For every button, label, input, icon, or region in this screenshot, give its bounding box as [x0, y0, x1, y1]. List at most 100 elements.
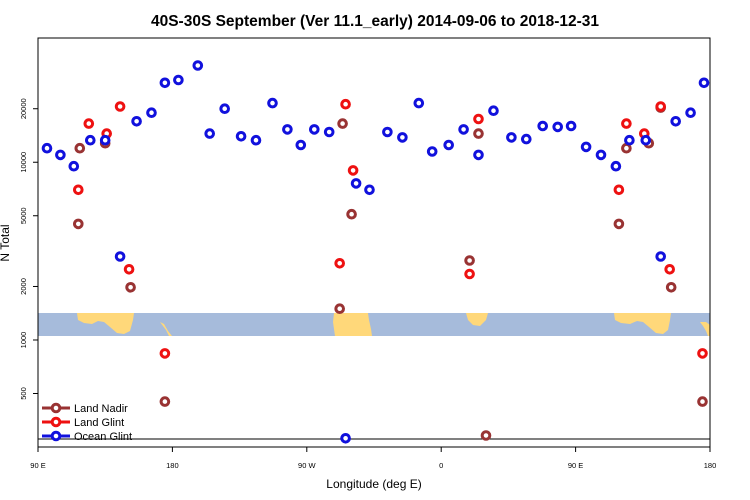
data-points: [41, 60, 710, 444]
y-axis: 500 1000 2000 5000 10000 20000: [19, 98, 38, 400]
point-ocean-glint-27: [443, 139, 455, 151]
point-ocean-glint-29: [473, 149, 484, 161]
legend-marker-land-glint: [50, 416, 62, 428]
point-ocean-glint-11: [204, 128, 215, 139]
legend: Land Nadir Land Glint Ocean Glint: [42, 402, 132, 443]
point-ocean-glint-43: [685, 107, 696, 118]
x-tick-label-2: 90 W: [298, 461, 316, 470]
plot-frame: [37, 37, 711, 448]
point-ocean-glint-24: [397, 132, 408, 143]
x-tick-label-4: 90 E: [568, 461, 583, 470]
y-tick-label-5: 20000: [19, 98, 28, 119]
point-land-nadir-1: [73, 218, 84, 230]
legend-marker-land-nadir: [50, 402, 62, 414]
y-tick-label-0: 500: [19, 387, 28, 400]
x-tick-label-3: 0: [439, 461, 443, 470]
y-tick-label-2: 2000: [19, 278, 28, 295]
point-ocean-glint-39: [624, 134, 635, 146]
point-ocean-glint-7: [146, 107, 157, 118]
series-land-nadir: [73, 102, 708, 441]
point-land-nadir-15: [665, 282, 677, 293]
y-tick-label-3: 5000: [19, 207, 28, 224]
point-ocean-glint-5: [114, 251, 126, 262]
point-ocean-glint-23: [382, 126, 393, 138]
y-tick-label-4: 10000: [19, 152, 28, 173]
point-land-nadir-5: [334, 303, 346, 315]
ocean-band: [38, 313, 710, 336]
point-ocean-glint-4: [99, 134, 111, 146]
point-ocean-glint-0: [41, 142, 53, 154]
point-ocean-glint-31: [506, 132, 517, 143]
point-land-nadir-11: [613, 218, 625, 230]
point-land-glint-4: [123, 264, 135, 275]
land-new-zealand-left: [160, 322, 172, 336]
point-ocean-glint-6: [131, 116, 142, 127]
x-tick-label-5: 180: [704, 461, 717, 470]
legend-label-ocean-glint: Ocean Glint: [74, 431, 132, 443]
x-tick-label-1: 180: [166, 461, 179, 470]
point-land-glint-3: [114, 101, 126, 112]
point-land-nadir-4: [159, 396, 171, 407]
point-ocean-glint-21: [350, 178, 362, 189]
point-land-glint-5: [159, 348, 171, 359]
point-land-nadir-12: [621, 142, 632, 154]
x-axis: 90 E 180 90 W 0 90 E 180: [30, 447, 716, 470]
point-land-glint-8: [347, 165, 359, 176]
point-land-nadir-3: [125, 282, 136, 293]
land-australia-right: [614, 313, 671, 334]
legend-label-land-nadir: Land Nadir: [74, 403, 128, 415]
point-land-glint-14: [655, 101, 667, 112]
point-ocean-glint-41: [655, 251, 667, 262]
point-ocean-glint-42: [670, 116, 682, 127]
point-ocean-glint-1: [55, 149, 66, 161]
legend-entry-land-nadir: Land Nadir: [42, 402, 128, 415]
map-band: [38, 313, 710, 336]
chart-title: 40S-30S September (Ver 11.1_early) 2014-…: [151, 13, 599, 30]
point-ocean-glint-18: [309, 124, 320, 135]
legend-marker-ocean-glint: [50, 430, 62, 442]
point-land-glint-12: [621, 118, 632, 129]
point-ocean-glint-40: [640, 134, 652, 146]
series-ocean-glint: [41, 60, 710, 444]
point-land-nadir-9: [473, 128, 484, 139]
point-ocean-glint-28: [458, 124, 469, 135]
legend-label-land-glint: Land Glint: [74, 417, 124, 429]
point-land-glint-7: [340, 98, 351, 110]
x-axis-label: Longitude (deg E): [326, 477, 421, 491]
point-ocean-glint-26: [426, 146, 438, 157]
point-land-nadir-10: [480, 430, 492, 441]
y-axis-label: N Total: [0, 224, 12, 261]
land-south-america: [333, 313, 372, 336]
point-ocean-glint-15: [267, 97, 278, 109]
point-ocean-glint-19: [323, 126, 335, 138]
series-land-glint: [73, 98, 708, 359]
point-ocean-glint-37: [595, 149, 607, 161]
point-land-glint-11: [613, 184, 625, 196]
point-land-glint-0: [73, 184, 84, 196]
point-ocean-glint-2: [68, 160, 80, 172]
point-ocean-glint-36: [580, 141, 592, 153]
point-land-nadir-8: [464, 255, 475, 266]
point-ocean-glint-34: [552, 121, 564, 133]
point-ocean-glint-30: [488, 105, 499, 116]
point-land-nadir-16: [697, 396, 708, 407]
point-ocean-glint-33: [537, 120, 549, 132]
land-africa: [466, 313, 488, 326]
point-ocean-glint-3: [85, 134, 96, 146]
point-land-nadir-0: [74, 142, 86, 154]
point-ocean-glint-10: [192, 60, 204, 71]
point-ocean-glint-12: [219, 103, 230, 114]
point-land-glint-9: [464, 268, 475, 280]
point-ocean-glint-32: [521, 133, 532, 145]
point-land-glint-10: [473, 113, 484, 125]
point-land-glint-1: [83, 118, 95, 129]
point-ocean-glint-22: [364, 184, 375, 196]
point-ocean-glint-17: [295, 139, 307, 151]
point-land-nadir-6: [337, 118, 348, 129]
point-ocean-glint-35: [565, 120, 577, 132]
point-land-glint-15: [664, 264, 676, 275]
point-land-glint-6: [334, 258, 346, 269]
point-ocean-glint-14: [250, 134, 262, 146]
land-new-zealand-right: [700, 322, 710, 336]
y-tick-label-1: 1000: [19, 332, 28, 349]
